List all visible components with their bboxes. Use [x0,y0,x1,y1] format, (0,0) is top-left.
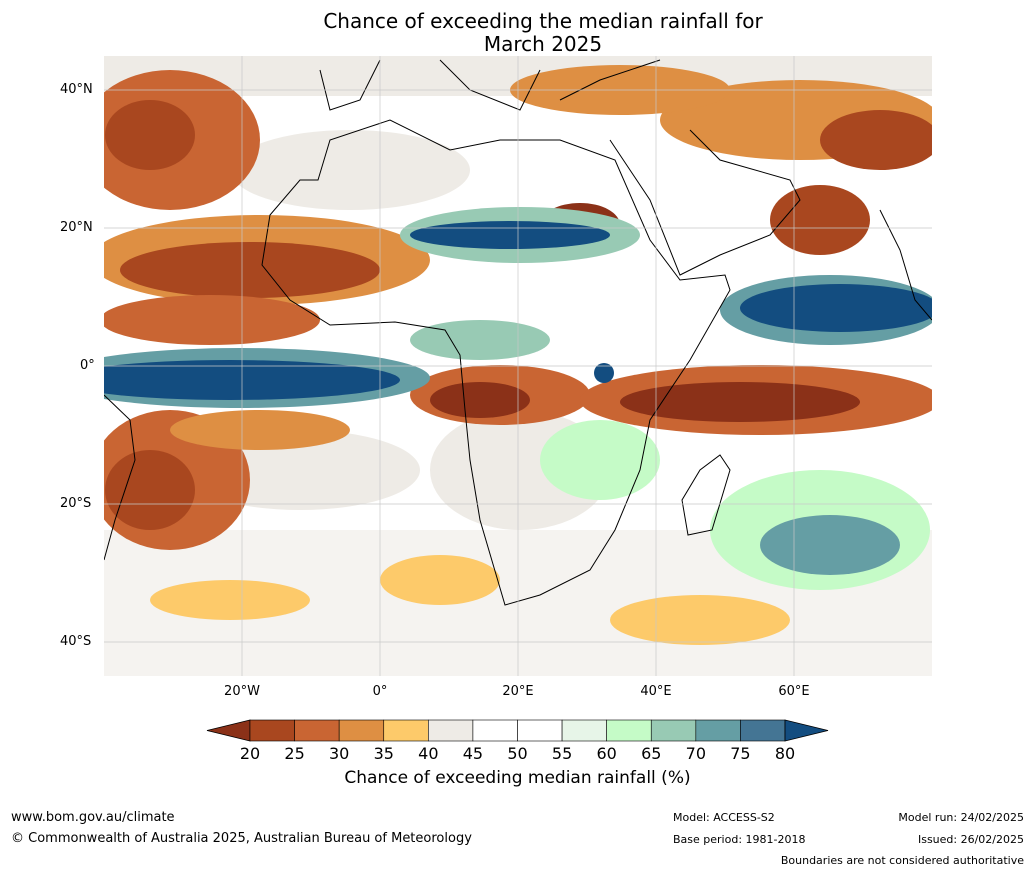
south-america-coastline [104,394,136,561]
lon-label-40e: 40°E [640,684,672,699]
colorbar-tick-label: 60 [596,744,617,763]
colorbar-label: Chance of exceeding median rainfall (%) [344,768,691,788]
colorbar-tick-label: 75 [730,744,751,763]
colorbar-tick-label: 80 [774,744,796,763]
madagascar-coastline [681,454,731,536]
colorbar-tick-label: 40 [418,744,439,763]
base-period-text: Base period: 1981-2018 [673,833,806,846]
below-median-areas [104,65,932,645]
arabia-coastline [609,129,801,276]
lon-label-20w: 20°W [224,684,260,699]
colorbar-tick-label: 35 [373,744,394,763]
title-line-1: Chance of exceeding the median rainfall … [323,9,763,33]
africa-coastline [261,119,731,606]
colorbar-tick-label: 50 [507,744,528,763]
issued-text: Issued: 26/02/2025 [917,833,1024,846]
lat-label-20s: 20°S [60,496,92,511]
lat-label-40n: 40°N [60,82,93,97]
lon-label-20e: 20°E [502,684,534,699]
above-median-areas [104,207,932,590]
lat-label-20n: 20°N [60,220,93,235]
boundaries-note: Boundaries are not considered authoritat… [780,854,1024,867]
colorbar-tick-label: 25 [284,744,305,763]
model-text: Model: ACCESS-S2 [673,811,775,824]
colorbar-tick-label: 45 [462,744,484,763]
model-run-text: Model run: 24/02/2025 [898,811,1024,824]
india-coastline [879,209,932,321]
colorbar-tick-label: 30 [328,744,350,763]
colorbar-tick-label: 65 [641,744,662,763]
graticule [104,56,932,676]
colorbar-tick-label: 55 [551,744,573,763]
lon-label-0: 0° [372,684,388,699]
map-title: Chance of exceeding the median rainfall … [0,10,1035,56]
colorbar-tick-label: 20 [239,744,261,763]
colorbar-tick-label: 70 [685,744,707,763]
title-line-2: March 2025 [483,32,603,56]
copyright-text: © Commonwealth of Australia 2025, Austra… [11,831,472,846]
lat-label-0: 0° [80,358,95,373]
website-text: www.bom.gov.au/climate [11,810,175,825]
lon-label-60e: 60°E [778,684,810,699]
lat-label-40s: 40°S [60,634,92,649]
